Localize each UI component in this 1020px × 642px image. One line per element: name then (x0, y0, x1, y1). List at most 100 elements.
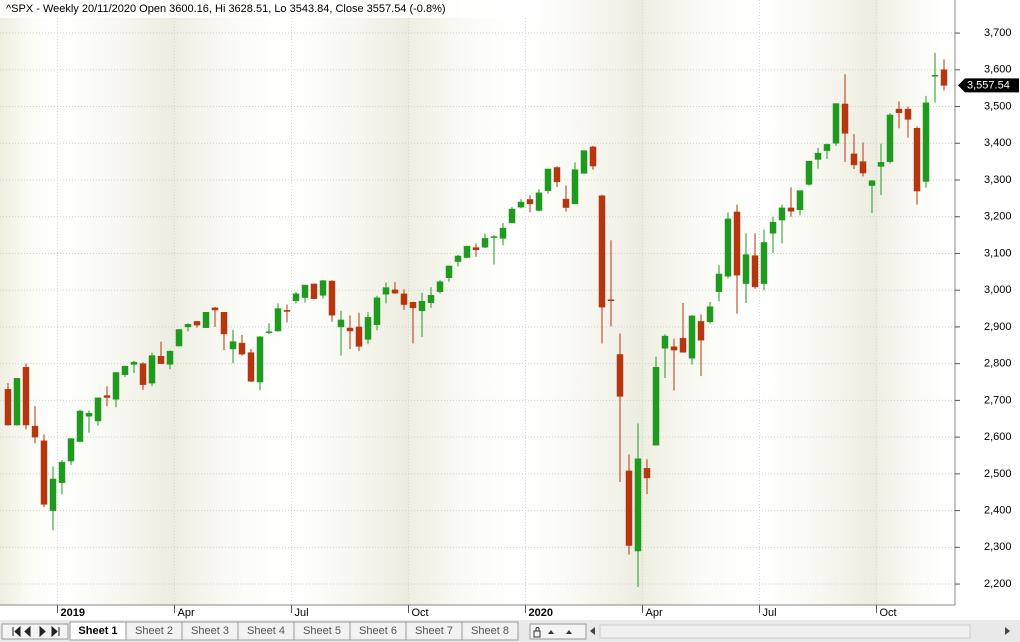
title-bg (0, 0, 540, 18)
candle-body (13, 378, 21, 426)
candle-body (832, 103, 840, 144)
candle-body (688, 315, 696, 359)
quarter-band (174, 0, 292, 605)
candle-body (904, 108, 912, 120)
candle-body (859, 161, 867, 174)
candle-body (931, 75, 939, 77)
y-tick-label: 3,700 (984, 27, 1012, 39)
candle-body (580, 150, 588, 174)
sheet-tab-label: Sheet 5 (303, 625, 341, 637)
sheet-tab[interactable] (461, 621, 519, 641)
candle-body (652, 367, 660, 446)
tool-icons (548, 630, 572, 634)
candle-body (292, 293, 300, 302)
quarter-band (642, 0, 760, 605)
candle-body (517, 201, 525, 208)
y-axis-panel (955, 0, 1020, 620)
candle-body (301, 284, 309, 298)
tab-tools (529, 623, 1010, 640)
candle-body (328, 280, 336, 316)
scroll-right[interactable] (1005, 627, 1010, 635)
candle-body (274, 308, 282, 332)
candle-body (220, 311, 228, 335)
y-tick-label: 2,600 (984, 431, 1012, 443)
candle-body (769, 221, 777, 234)
lock-icon (533, 627, 541, 638)
candle-body (337, 319, 345, 328)
candle-body (463, 245, 471, 258)
candle-body (229, 341, 237, 350)
candle-body (427, 295, 435, 303)
candle-body (67, 438, 75, 462)
tool-buttons[interactable] (529, 623, 587, 640)
candle-body (544, 168, 552, 191)
scroll-left[interactable] (590, 627, 595, 635)
candle-body (625, 470, 633, 546)
candle-body (49, 478, 57, 511)
candle-body (211, 307, 219, 311)
candle-body (715, 273, 723, 292)
candle-body (868, 180, 876, 186)
candle-body (94, 397, 102, 422)
candle-body (571, 169, 579, 205)
candle-body (499, 227, 507, 239)
candle-body (85, 413, 93, 417)
candle-body (256, 336, 264, 383)
candle-body (139, 363, 147, 385)
candle-body (877, 162, 885, 167)
candle-body (616, 354, 624, 397)
y-tick-label: 2,200 (984, 578, 1012, 590)
candle-body (535, 192, 543, 211)
candle-body (508, 208, 516, 224)
candle-body (4, 389, 12, 426)
sheet-tab-label: Sheet 6 (359, 625, 397, 637)
candle-body (760, 242, 768, 284)
candle-body (409, 302, 417, 309)
candle-body (751, 255, 759, 288)
chart-title: ^SPX - Weekly 20/11/2020 Open 3600.16, H… (6, 3, 446, 15)
candle-body (454, 255, 462, 262)
y-tick-label: 2,900 (984, 321, 1012, 333)
candle-body (850, 153, 858, 166)
x-tick-label: Apr (178, 607, 195, 619)
x-tick-label: Oct (880, 607, 897, 619)
candle-body (589, 146, 597, 167)
candle-body (445, 265, 453, 278)
candle-body (526, 199, 534, 205)
candle-body (391, 289, 399, 294)
sheet-tab-label: Sheet 2 (135, 625, 173, 637)
candle-body (202, 311, 210, 328)
candle-body (373, 297, 381, 325)
scrollbar[interactable] (599, 624, 971, 639)
candle-body (922, 102, 930, 182)
candle-body (310, 283, 318, 299)
candle-body (166, 350, 174, 365)
candle-body (742, 254, 750, 284)
candle-body (436, 281, 444, 292)
candle-body (76, 410, 84, 442)
candle-body (346, 327, 354, 332)
candle-body (661, 335, 669, 349)
last-price-box (958, 78, 1019, 93)
candle-body (112, 372, 120, 400)
candle-body (418, 300, 426, 312)
y-tick-label: 2,400 (984, 505, 1012, 517)
candle-body (265, 331, 273, 333)
nav-arrows (12, 625, 60, 638)
sheet-tab-label: Sheet 4 (247, 625, 285, 637)
candle-body (940, 69, 948, 86)
candle-body (643, 468, 651, 479)
candle-body (823, 144, 831, 151)
candle-body (787, 207, 795, 212)
candle-body (40, 440, 48, 505)
candle-body (805, 161, 813, 185)
sheet-tab-label: Sheet 7 (415, 625, 453, 637)
candle-body (733, 211, 741, 276)
candle-body (481, 238, 489, 248)
nav-buttons[interactable] (1, 623, 69, 640)
y-tick-label: 2,500 (984, 468, 1012, 480)
candle-body (796, 190, 804, 210)
x-tick-label: Jul (295, 607, 309, 619)
